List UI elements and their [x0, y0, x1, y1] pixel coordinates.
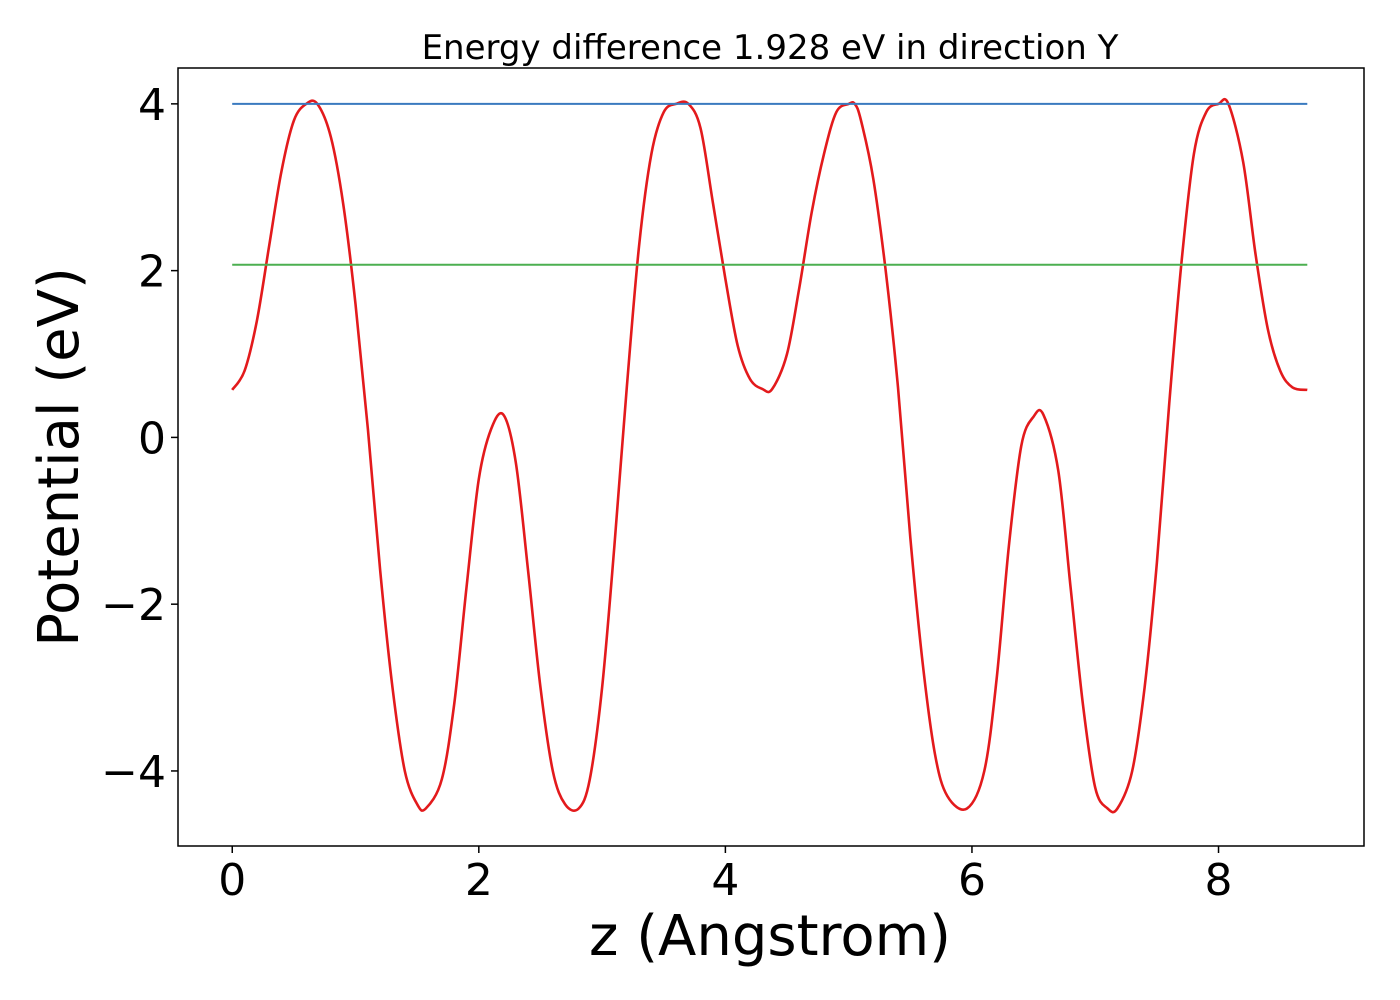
y-axis-ticks: 4 2 0 −2 −4	[101, 80, 178, 798]
y-tick-label: −2	[101, 580, 166, 631]
series-line-potential	[231, 97, 1308, 814]
x-tick-label: 2	[465, 855, 493, 906]
plot-layer	[231, 97, 1308, 814]
y-tick-label: 2	[138, 247, 166, 298]
x-axis-label: z (Angstrom)	[589, 904, 951, 969]
y-tick-label: −4	[101, 747, 166, 798]
x-axis-ticks: 0 2 4 6 8	[218, 846, 1233, 906]
chart-title: Energy difference 1.928 eV in direction …	[422, 28, 1119, 68]
y-tick-label: 4	[138, 80, 166, 131]
y-axis-label: Potential (eV)	[27, 267, 92, 647]
x-tick-label: 0	[218, 855, 246, 906]
x-tick-label: 4	[711, 855, 739, 906]
y-tick-label: 0	[138, 413, 166, 464]
x-tick-label: 6	[958, 855, 986, 906]
plot-frame	[177, 67, 1365, 847]
x-tick-label: 8	[1205, 855, 1233, 906]
